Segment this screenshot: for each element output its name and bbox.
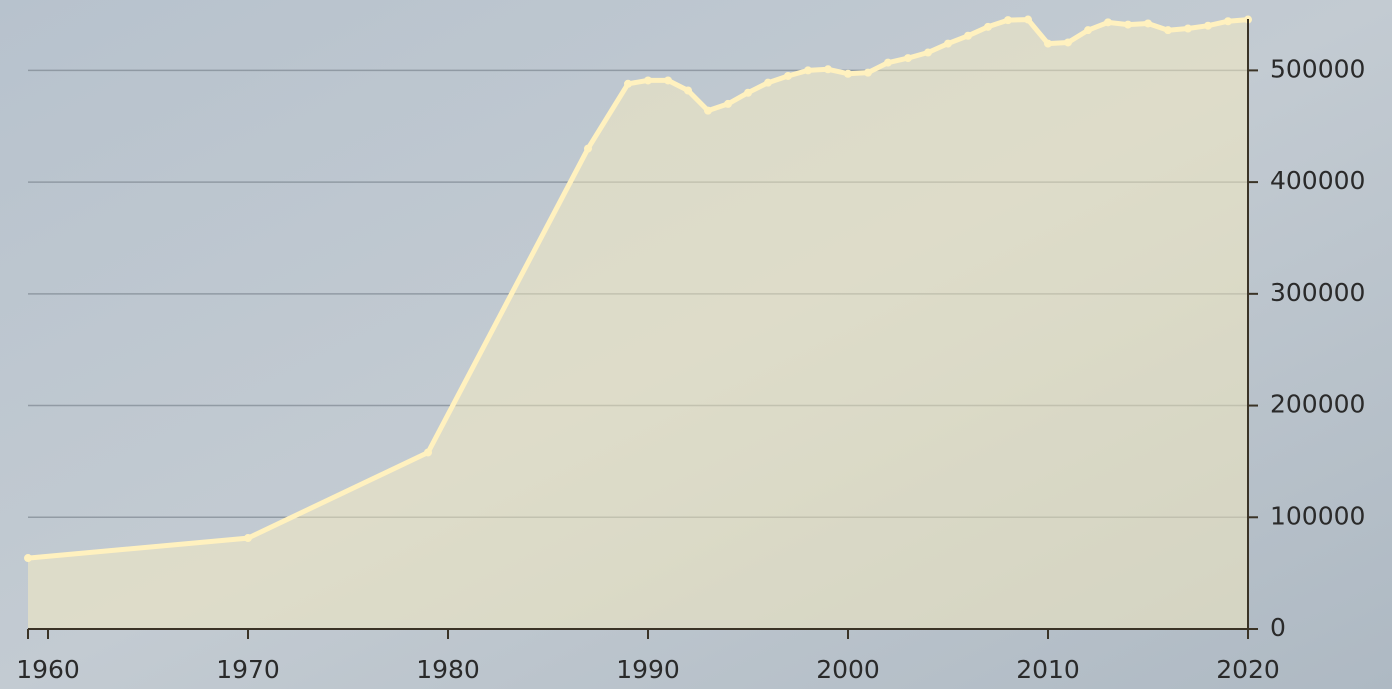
point — [1144, 19, 1152, 27]
x-tick-label: 1970 — [216, 655, 280, 684]
point — [944, 40, 952, 48]
point — [1084, 26, 1092, 34]
y-tick-label: 100000 — [1270, 501, 1365, 530]
point — [744, 89, 752, 97]
point — [824, 65, 832, 73]
point — [644, 76, 652, 84]
point — [864, 69, 872, 77]
point — [724, 100, 732, 108]
point — [1224, 17, 1232, 25]
y-tick-label: 300000 — [1270, 278, 1365, 307]
point — [804, 66, 812, 74]
x-tick-label: 1990 — [616, 655, 680, 684]
point — [704, 107, 712, 115]
y-tick-label: 0 — [1270, 613, 1286, 642]
point — [584, 145, 592, 153]
point — [424, 448, 432, 456]
point — [904, 54, 912, 62]
point — [1044, 40, 1052, 48]
y-tick-label: 200000 — [1270, 390, 1365, 419]
point — [1104, 18, 1112, 26]
chart: 1960 1970 1980 1990 2000 2010 2020 0 100000 20000… — [0, 0, 1392, 689]
point — [1024, 16, 1032, 24]
x-tick-label: 1980 — [416, 655, 480, 684]
point — [924, 49, 932, 57]
point — [624, 80, 632, 88]
x-tick-label: 2010 — [1016, 655, 1080, 684]
point — [1004, 16, 1012, 24]
point — [1164, 26, 1172, 34]
x-tick-label: 2000 — [816, 655, 880, 684]
x-tick-label: 1960 — [16, 655, 80, 684]
point — [764, 79, 772, 87]
y-tick-label: 400000 — [1270, 166, 1365, 195]
point — [964, 32, 972, 40]
point — [984, 23, 992, 31]
point — [24, 554, 32, 562]
point — [244, 534, 252, 542]
point — [1124, 21, 1132, 29]
y-tick-label: 500000 — [1270, 54, 1365, 83]
point — [844, 70, 852, 78]
point — [1184, 24, 1192, 32]
point — [664, 76, 672, 84]
point — [884, 59, 892, 67]
point — [1064, 38, 1072, 46]
point — [684, 87, 692, 95]
x-tick-label: 2020 — [1216, 655, 1280, 684]
point — [784, 72, 792, 80]
point — [1204, 22, 1212, 30]
